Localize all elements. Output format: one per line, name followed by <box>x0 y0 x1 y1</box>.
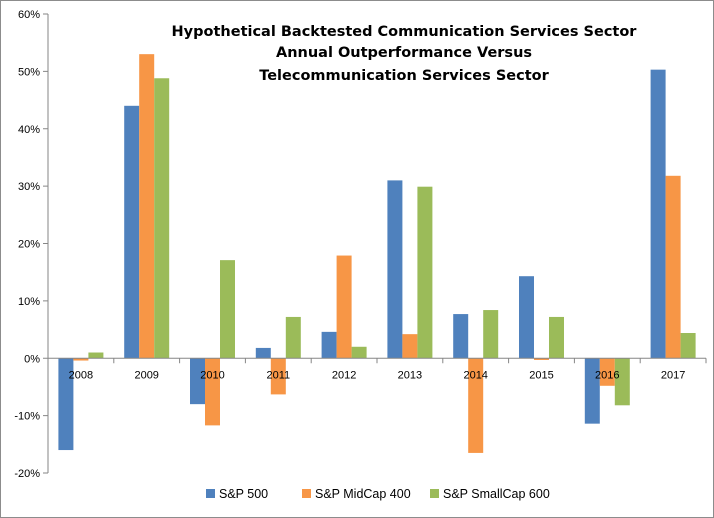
legend-swatch <box>206 489 215 498</box>
bar-s-p-smallcap-600-2015 <box>549 316 564 359</box>
chart-title-line-3: Telecommunication Services Sector <box>259 68 549 84</box>
x-tick-label: 2012 <box>332 369 356 381</box>
bar-s-p-smallcap-600-2012 <box>351 346 367 359</box>
bar-s-p-midcap-400-2008 <box>73 358 89 361</box>
y-tick-label: 60% <box>18 9 40 21</box>
bar-s-p-midcap-400-2010 <box>205 358 220 426</box>
bar-s-p-500-2010 <box>190 358 205 405</box>
chart-title-line-1: Hypothetical Backtested Communication Se… <box>172 24 638 40</box>
chart-title-line-2: Annual Outperformance Versus <box>276 45 532 61</box>
bar-s-p-midcap-400-2013 <box>402 334 418 359</box>
bar-s-p-500-2011 <box>255 347 271 359</box>
x-tick-label: 2013 <box>398 369 422 381</box>
y-tick-label: 50% <box>18 66 40 78</box>
legend-swatch <box>430 489 439 498</box>
bar-s-p-smallcap-600-2016 <box>614 358 630 406</box>
y-axis: -20% -10% 0% 10% 20% 30% 40% 50% 60% <box>14 9 49 480</box>
bar-s-p-500-2014 <box>453 314 469 359</box>
y-tick-label: 0% <box>24 353 40 365</box>
bar-s-p-smallcap-600-2008 <box>88 352 104 359</box>
y-tick-label: 40% <box>18 124 40 136</box>
legend-label: S&P 500 <box>219 487 268 501</box>
x-tick-label: 2011 <box>266 369 290 381</box>
legend-label: S&P MidCap 400 <box>315 487 411 501</box>
bar-s-p-500-2016 <box>584 358 600 424</box>
y-tick-label: -10% <box>14 411 40 423</box>
x-tick-label: 2015 <box>529 369 553 381</box>
x-tick-label: 2010 <box>200 369 224 381</box>
bar-s-p-smallcap-600-2017 <box>680 333 696 359</box>
x-tick-label: 2014 <box>463 369 487 381</box>
legend: S&P 500 S&P MidCap 400 S&P SmallCap 600 <box>206 487 550 501</box>
x-tick-label: 2017 <box>661 369 685 381</box>
bar-s-p-midcap-400-2011 <box>270 358 286 395</box>
bar-s-p-smallcap-600-2010 <box>220 260 235 359</box>
bar-s-p-smallcap-600-2013 <box>417 186 433 359</box>
y-tick-label: 20% <box>18 239 40 251</box>
x-tick-label: 2008 <box>69 369 93 381</box>
bar-s-p-500-2017 <box>650 69 666 359</box>
legend-swatch <box>302 489 311 498</box>
y-tick-label: -20% <box>14 468 40 480</box>
bar-s-p-midcap-400-2009 <box>139 54 155 359</box>
x-tick-label: 2016 <box>595 369 619 381</box>
bar-s-p-midcap-400-2017 <box>665 175 681 359</box>
bars-group <box>58 54 696 453</box>
bar-s-p-smallcap-600-2014 <box>483 310 499 359</box>
x-axis: 2008 2009 2010 2011 2012 2013 2014 2015 2016 2017 <box>47 357 707 381</box>
bar-s-p-smallcap-600-2011 <box>285 316 301 359</box>
bar-s-p-500-2012 <box>321 331 337 359</box>
bar-s-p-midcap-400-2012 <box>336 255 352 359</box>
y-tick-label: 30% <box>18 181 40 193</box>
bar-s-p-smallcap-600-2009 <box>154 78 170 359</box>
x-tick-label: 2009 <box>134 369 158 381</box>
legend-label: S&P SmallCap 600 <box>443 487 550 501</box>
bar-s-p-500-2015 <box>519 276 534 359</box>
bar-s-p-500-2009 <box>124 105 140 359</box>
bar-s-p-midcap-400-2016 <box>599 358 615 386</box>
bar-s-p-midcap-400-2015 <box>534 358 549 360</box>
bar-s-p-500-2008 <box>58 358 74 451</box>
bar-s-p-midcap-400-2014 <box>468 358 484 453</box>
bar-s-p-500-2013 <box>387 180 403 359</box>
chart-title: Hypothetical Backtested Communication Se… <box>172 24 638 84</box>
y-tick-label: 10% <box>18 296 40 308</box>
